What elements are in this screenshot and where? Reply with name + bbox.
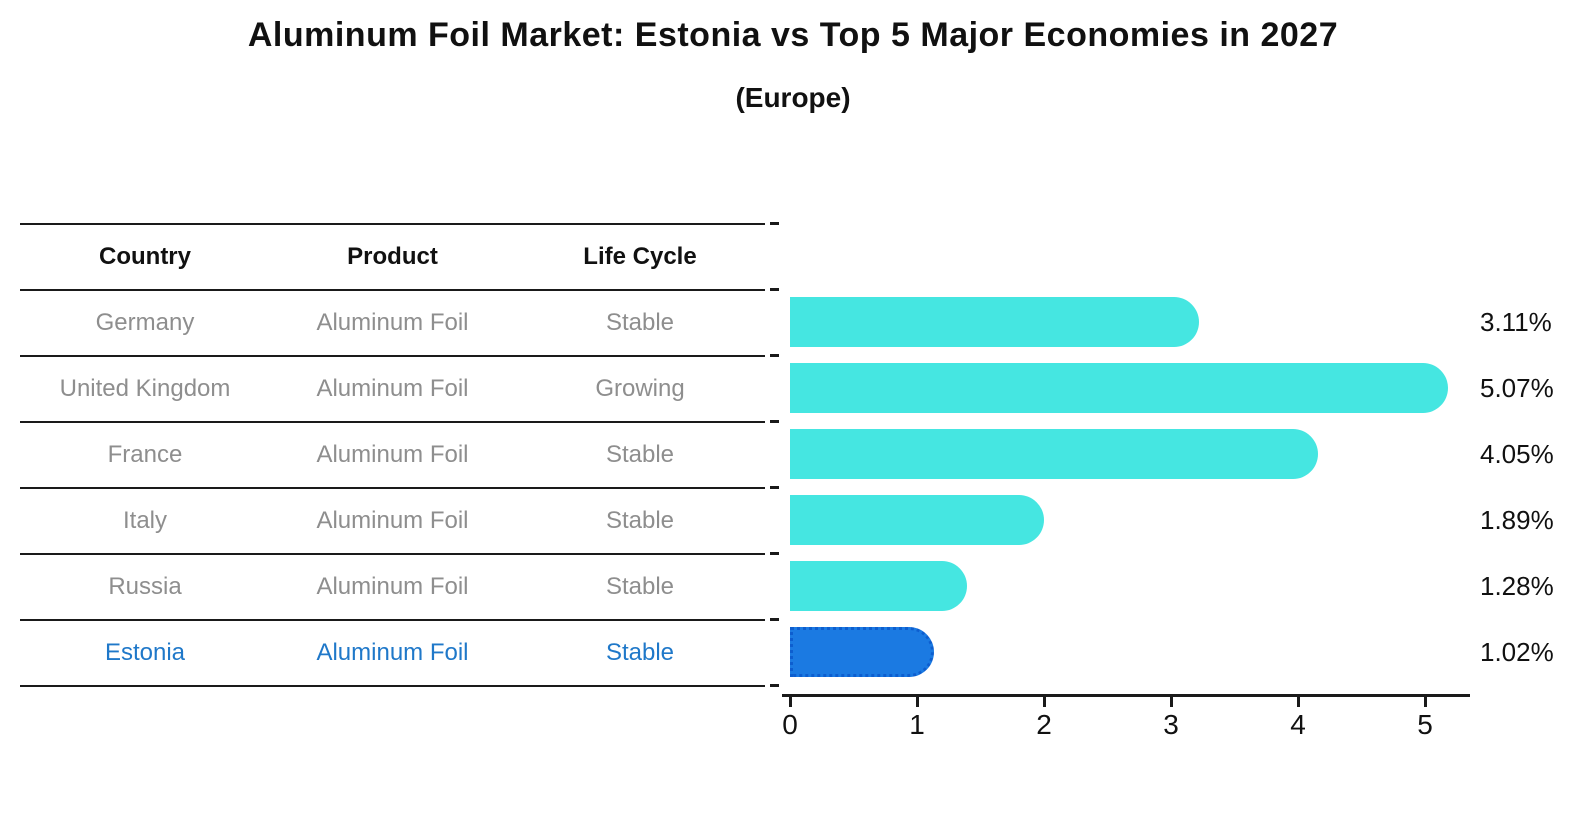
table-row-italy: Italy Aluminum Foil Stable <box>20 487 765 553</box>
x-axis-tick: 0 <box>760 697 820 741</box>
country-cell: Italy <box>122 507 167 534</box>
value-label-germany: 3.11% <box>1480 306 1552 337</box>
country-cell: Estonia <box>104 639 186 666</box>
x-tick-label: 3 <box>1163 709 1179 740</box>
bar-row <box>790 619 1470 685</box>
column-header-life-cycle: Life Cycle <box>583 243 697 270</box>
x-tick-mark <box>1169 697 1173 707</box>
bar-row <box>790 421 1470 487</box>
product-cell: Aluminum Foil <box>316 309 469 336</box>
x-tick-mark <box>1042 697 1046 707</box>
bar-germany <box>790 297 1199 347</box>
x-axis-tick: 1 <box>887 697 947 741</box>
x-tick-label: 0 <box>782 709 798 740</box>
country-cell: Russia <box>108 573 182 600</box>
value-labels: 3.11% 5.07% 4.05% 1.89% 1.28% 1.02% <box>1480 289 1554 685</box>
column-header-product: Product <box>347 243 438 270</box>
y-axis-tick <box>770 486 779 489</box>
life-cycle-cell: Growing <box>595 375 685 402</box>
bar-row <box>790 355 1470 421</box>
x-tick-label: 4 <box>1290 709 1306 740</box>
bar-italy <box>790 495 1044 545</box>
x-tick-mark <box>788 697 792 707</box>
product-cell: Aluminum Foil <box>316 573 469 600</box>
country-cell: France <box>107 441 183 468</box>
table-row-france: France Aluminum Foil Stable <box>20 421 765 487</box>
product-cell: Aluminum Foil <box>316 507 469 534</box>
x-axis-line <box>782 694 1470 697</box>
y-axis-tick <box>770 684 779 687</box>
country-cell: Germany <box>95 309 195 336</box>
life-cycle-cell: Stable <box>605 441 675 468</box>
value-label-estonia: 1.02% <box>1480 636 1554 667</box>
life-cycle-cell: Stable <box>605 639 675 666</box>
table-row-germany: Germany Aluminum Foil Stable <box>20 289 765 355</box>
value-label-france: 4.05% <box>1480 438 1554 469</box>
bar-plot <box>790 289 1470 685</box>
x-axis-tick: 3 <box>1141 697 1201 741</box>
y-axis-tick <box>770 222 779 225</box>
country-cell: United Kingdom <box>59 375 231 402</box>
life-cycle-cell: Stable <box>605 309 675 336</box>
bar-russia <box>790 561 967 611</box>
value-label-italy: 1.89% <box>1480 504 1554 535</box>
table-row-united-kingdom: United Kingdom Aluminum Foil Growing <box>20 355 765 421</box>
x-tick-label: 2 <box>1036 709 1052 740</box>
y-axis-tick <box>770 618 779 621</box>
bar-row <box>790 553 1470 619</box>
country-table: Country Product Life Cycle Germany Alumi… <box>20 223 765 687</box>
bar-france <box>790 429 1318 479</box>
table-header-row: Country Product Life Cycle <box>20 223 765 289</box>
x-axis-tick: 4 <box>1268 697 1328 741</box>
y-axis-tick <box>770 420 779 423</box>
x-axis-tick: 2 <box>1014 697 1074 741</box>
table-row-russia: Russia Aluminum Foil Stable <box>20 553 765 619</box>
y-axis-tick <box>770 288 779 291</box>
value-label-united-kingdom: 5.07% <box>1480 372 1554 403</box>
x-tick-label: 1 <box>909 709 925 740</box>
x-tick-mark <box>1423 697 1427 707</box>
y-axis-tick <box>770 354 779 357</box>
chart-title: Aluminum Foil Market: Estonia vs Top 5 M… <box>247 16 1339 54</box>
bar-row <box>790 289 1470 355</box>
x-tick-mark <box>1296 697 1300 707</box>
value-label-russia: 1.28% <box>1480 570 1554 601</box>
column-header-country: Country <box>99 243 191 270</box>
bar-united-kingdom <box>790 363 1448 413</box>
product-cell: Aluminum Foil <box>316 441 469 468</box>
x-axis-tick: 5 <box>1395 697 1455 741</box>
product-cell: Aluminum Foil <box>316 375 469 402</box>
life-cycle-cell: Stable <box>605 573 675 600</box>
chart-subtitle: (Europe) <box>735 82 851 113</box>
life-cycle-cell: Stable <box>605 507 675 534</box>
table-row-estonia: Estonia Aluminum Foil Stable <box>20 619 765 685</box>
bar-estonia <box>790 627 934 677</box>
x-tick-mark <box>915 697 919 707</box>
bar-row <box>790 487 1470 553</box>
x-tick-label: 5 <box>1417 709 1433 740</box>
product-cell: Aluminum Foil <box>316 639 469 666</box>
y-axis-tick <box>770 552 779 555</box>
